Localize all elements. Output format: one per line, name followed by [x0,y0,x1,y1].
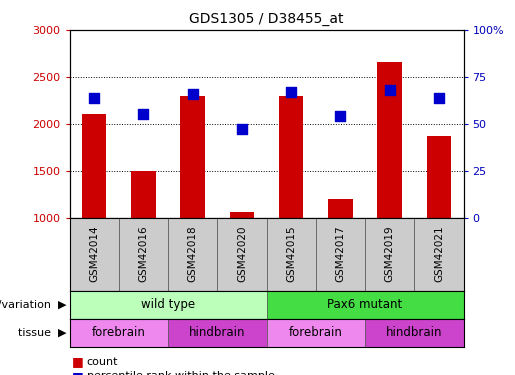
Bar [267,291,464,319]
Point [90,94,98,100]
Bar [316,217,365,291]
Point [435,94,443,100]
Bar [377,62,402,217]
Point [386,87,394,93]
Bar [328,199,353,217]
Point [287,89,295,95]
Text: Pax6 mutant: Pax6 mutant [328,298,403,311]
Bar [168,319,267,347]
Text: percentile rank within the sample: percentile rank within the sample [87,371,274,375]
Text: GSM42015: GSM42015 [286,226,296,282]
Bar [82,114,107,218]
Bar [70,319,168,347]
Point [188,91,197,97]
Point [238,126,246,132]
Text: GSM42016: GSM42016 [139,226,148,282]
Bar [230,212,254,217]
Bar [365,217,414,291]
Bar [279,96,303,218]
Point [336,113,345,119]
Text: ■: ■ [72,370,84,375]
Text: GSM42020: GSM42020 [237,226,247,282]
Text: ■: ■ [72,356,84,368]
Text: GSM42019: GSM42019 [385,226,394,282]
Text: hindbrain: hindbrain [189,326,246,339]
Bar [119,217,168,291]
Bar [131,171,156,217]
Text: hindbrain: hindbrain [386,326,442,339]
Bar [267,319,365,347]
Text: GSM42017: GSM42017 [335,226,346,282]
Point [139,111,147,117]
Bar [168,217,217,291]
Bar [70,291,267,319]
Bar [217,217,267,291]
Bar [414,217,464,291]
Text: GSM42014: GSM42014 [89,226,99,282]
Text: forebrain: forebrain [289,326,342,339]
Bar [180,96,205,218]
Bar [267,217,316,291]
Text: forebrain: forebrain [92,326,146,339]
Text: count: count [87,357,118,367]
Text: genotype/variation  ▶: genotype/variation ▶ [0,300,67,310]
Bar [426,136,451,218]
Bar [365,319,464,347]
Text: GSM42018: GSM42018 [187,226,198,282]
Text: tissue  ▶: tissue ▶ [19,328,67,338]
Bar [70,217,119,291]
Text: GSM42021: GSM42021 [434,226,444,282]
Title: GDS1305 / D38455_at: GDS1305 / D38455_at [190,12,344,26]
Text: wild type: wild type [141,298,195,311]
